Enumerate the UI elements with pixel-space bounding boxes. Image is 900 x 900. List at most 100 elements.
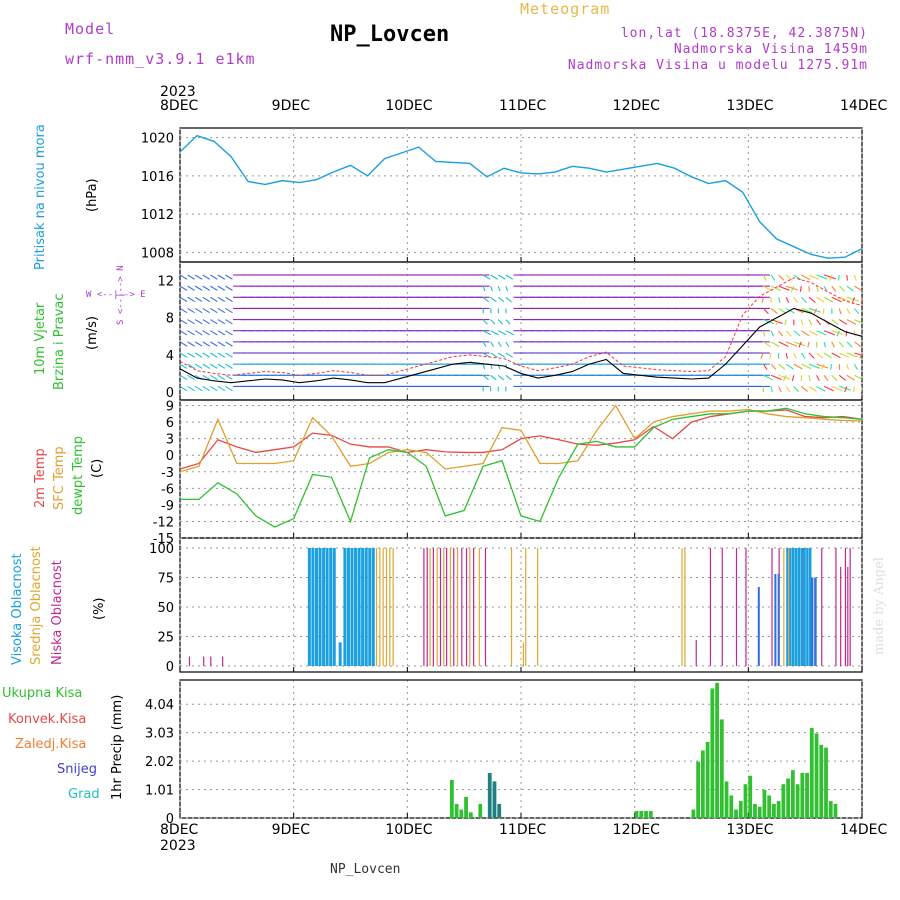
top-tick-11DEC: 11DEC	[499, 98, 547, 114]
temp-tick--12: -12	[153, 515, 174, 530]
wind-barb	[770, 330, 775, 337]
cloud-high-bar	[343, 548, 347, 666]
wind-barb	[778, 386, 782, 393]
top-tick-12DEC: 12DEC	[612, 98, 660, 114]
wind-barb	[770, 308, 778, 315]
wind-barb	[823, 330, 836, 336]
wind-barb	[180, 352, 188, 358]
wind-barb	[838, 308, 842, 315]
legend-snow: Snijeg	[57, 762, 97, 777]
year-top-label: 2023	[160, 84, 196, 100]
wind-barb	[839, 385, 852, 391]
precip-bar	[729, 795, 734, 818]
wind-barb	[785, 274, 793, 281]
cloud-tick-75: 75	[157, 572, 174, 587]
wind-barb	[837, 274, 840, 281]
wind-barb	[816, 319, 822, 326]
top-tick-14DEC: 14DEC	[840, 98, 888, 114]
wind-barb	[838, 319, 848, 325]
wind-barb	[217, 307, 226, 314]
pressure-tick-1016: 1016	[141, 170, 174, 185]
wind-barb	[202, 341, 211, 347]
temp-unit: (C)	[90, 458, 105, 478]
precip-bar	[743, 784, 748, 818]
wind-barb	[854, 319, 862, 324]
wind-barb	[180, 319, 188, 325]
temp-tick-0: 0	[166, 449, 174, 464]
wind-barb	[187, 296, 195, 302]
wind-barb	[187, 330, 195, 336]
wind-tick-8: 8	[166, 312, 174, 327]
wind-barb	[831, 285, 837, 292]
wind-barb	[194, 341, 203, 347]
pressure-tick-1008: 1008	[141, 246, 174, 261]
wind-barb	[194, 274, 203, 280]
wind-barb	[816, 352, 824, 359]
temp-line-2	[180, 407, 863, 528]
precip-bar	[691, 809, 696, 818]
wind-barb	[861, 341, 862, 343]
precip-bar	[786, 778, 791, 818]
wind-barb	[225, 352, 233, 358]
cloud-high-bar	[803, 548, 806, 666]
wind-barb	[505, 274, 514, 280]
wind-barb	[786, 285, 798, 291]
cloud-high-bar	[346, 548, 350, 666]
wind-barb	[778, 274, 785, 281]
wind-barb	[846, 363, 850, 370]
wind-barb	[846, 296, 859, 302]
cloud-label-2: Srednja Oblacnost	[29, 546, 44, 665]
wind-label-2: Brzina i Pravac	[52, 293, 67, 390]
wind-barb	[816, 363, 829, 369]
wind-barb	[821, 363, 825, 370]
wind-speed-line	[179, 307, 863, 384]
wind-barb	[769, 352, 772, 359]
footer-title: NP_Lovcen	[330, 862, 401, 877]
wind-barb	[202, 330, 211, 336]
wind-barb	[202, 352, 211, 358]
temp-line-1	[179, 404, 863, 473]
wind-barb	[786, 341, 797, 347]
wind-barb	[210, 307, 218, 314]
wind-barb	[853, 363, 858, 370]
wind-barb	[822, 308, 825, 315]
wind-barb	[808, 330, 818, 336]
wind-barb	[831, 296, 842, 303]
wind-barb	[210, 319, 218, 325]
wind-barb	[505, 374, 512, 381]
wind-barb	[808, 363, 820, 369]
wind-barb	[770, 386, 773, 393]
precip-bar	[819, 744, 824, 818]
precip-bar	[828, 801, 833, 818]
precip-bar	[719, 719, 724, 818]
wind-barb	[808, 375, 811, 381]
bottom-tick-12DEC: 12DEC	[612, 822, 660, 838]
wind-barb	[831, 330, 844, 336]
wind-barb	[808, 296, 816, 303]
wind-barb	[497, 274, 506, 280]
wind-barb	[180, 296, 188, 302]
wind-barb	[838, 341, 844, 348]
wind-barb	[816, 296, 825, 303]
precip-bar	[710, 688, 715, 818]
precip-bar	[634, 810, 639, 818]
wind-barb	[194, 385, 203, 392]
wind-barb	[854, 374, 862, 380]
cloud-high-bar	[786, 548, 789, 666]
wind-barb	[762, 330, 766, 337]
wind-barb	[853, 274, 857, 281]
wind-barb	[828, 274, 833, 281]
wind-barb	[859, 352, 862, 359]
precip-bar	[724, 781, 729, 818]
wind-barb	[490, 374, 497, 381]
wind-barb	[210, 352, 218, 358]
wind-barb	[785, 386, 791, 393]
model-label: Model	[65, 20, 116, 38]
wind-barb	[816, 274, 828, 280]
wind-barb	[187, 363, 195, 369]
wind-barb	[784, 319, 787, 326]
wind-barb	[861, 286, 862, 287]
wind-barb	[823, 341, 827, 348]
wind-barb	[853, 386, 855, 393]
wind-barb	[793, 330, 801, 337]
